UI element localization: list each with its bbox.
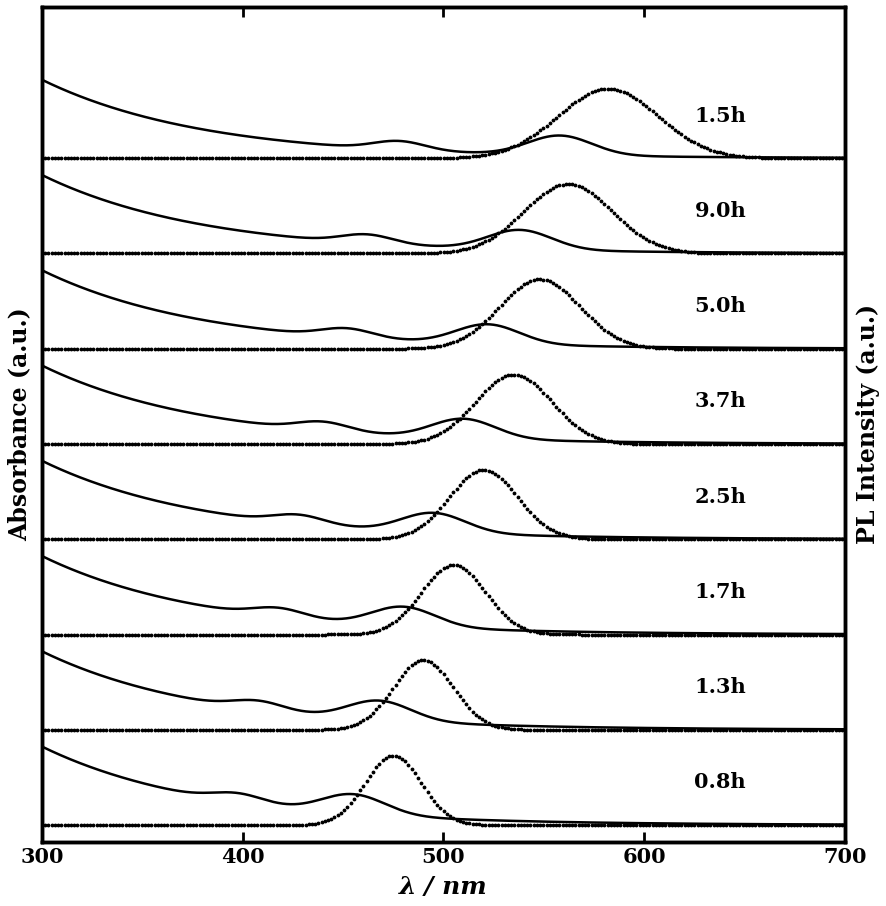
Text: 1.5h: 1.5h (694, 106, 745, 126)
Y-axis label: Absorbance (a.u.): Absorbance (a.u.) (7, 307, 31, 541)
Y-axis label: PL Intensity (a.u.): PL Intensity (a.u.) (855, 304, 879, 545)
X-axis label: λ / nm: λ / nm (399, 875, 487, 899)
Text: 5.0h: 5.0h (694, 296, 745, 316)
Text: 1.3h: 1.3h (694, 677, 745, 698)
Text: 0.8h: 0.8h (694, 773, 745, 793)
Text: 9.0h: 9.0h (694, 201, 745, 221)
Text: 3.7h: 3.7h (694, 391, 745, 411)
Text: 1.7h: 1.7h (694, 582, 745, 602)
Text: 2.5h: 2.5h (694, 487, 745, 506)
